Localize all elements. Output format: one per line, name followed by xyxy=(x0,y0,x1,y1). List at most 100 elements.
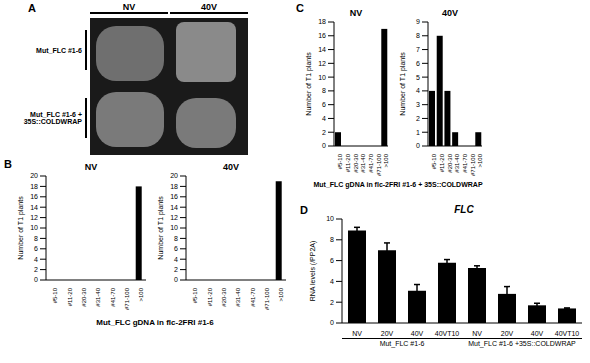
html-text:Mut_FLC gDNA in flc-2FRI #1-6: Mut_FLC gDNA in flc-2FRI #1-6 xyxy=(96,318,214,327)
svg-text:6: 6 xyxy=(34,245,38,252)
svg-text:#5-10: #5-10 xyxy=(192,287,198,303)
svg-text:Number of T1 plants: Number of T1 plants xyxy=(399,52,407,116)
svg-text:#20-30: #20-30 xyxy=(221,287,227,306)
svg-text:#31-40: #31-40 xyxy=(360,153,366,172)
svg-text:18: 18 xyxy=(318,18,326,25)
svg-text:#11-20: #11-20 xyxy=(439,153,445,172)
svg-text:2: 2 xyxy=(174,266,178,273)
svg-text:#71-100: #71-100 xyxy=(124,287,130,310)
svg-text:7: 7 xyxy=(416,46,420,53)
svg-text:8: 8 xyxy=(330,236,334,243)
svg-text:8: 8 xyxy=(322,87,326,94)
svg-text:8: 8 xyxy=(34,235,38,242)
svg-text:0: 0 xyxy=(174,276,178,283)
svg-text:4: 4 xyxy=(322,115,326,122)
svg-text:#71-100: #71-100 xyxy=(264,287,270,310)
svg-text:16: 16 xyxy=(30,193,38,200)
svg-text:NV: NV xyxy=(472,330,482,337)
svg-text:2: 2 xyxy=(330,299,334,306)
svg-text:#11-20: #11-20 xyxy=(67,287,73,306)
svg-text:9: 9 xyxy=(416,18,420,25)
svg-text:12: 12 xyxy=(30,214,38,221)
svg-text:#41-70: #41-70 xyxy=(462,153,468,172)
svg-text:40V: 40V xyxy=(531,330,544,337)
svg-text:4: 4 xyxy=(416,87,420,94)
svg-text:3: 3 xyxy=(416,101,420,108)
svg-text:#31-40: #31-40 xyxy=(95,287,101,306)
svg-text:14: 14 xyxy=(30,204,38,211)
svg-text:4: 4 xyxy=(34,256,38,263)
svg-text:6: 6 xyxy=(322,101,326,108)
svg-text:#31-40: #31-40 xyxy=(454,153,460,172)
svg-text:#71-100: #71-100 xyxy=(376,153,382,176)
svg-text:#11-20: #11-20 xyxy=(207,287,213,306)
svg-text:20V: 20V xyxy=(501,330,514,337)
svg-text:#5-10: #5-10 xyxy=(337,153,343,169)
svg-text:10: 10 xyxy=(318,74,326,81)
svg-text:20: 20 xyxy=(170,172,178,179)
svg-text:NV: NV xyxy=(352,330,362,337)
html-text:A: A xyxy=(28,2,36,14)
html-text:Mut_FLC #1-6: Mut_FLC #1-6 xyxy=(36,46,82,54)
svg-text:20V: 20V xyxy=(381,330,394,337)
svg-text:14: 14 xyxy=(170,204,178,211)
svg-text:>100: >100 xyxy=(138,287,144,301)
svg-text:#71-100: #71-100 xyxy=(470,153,476,176)
svg-text:4: 4 xyxy=(330,278,334,285)
svg-text:#20-30: #20-30 xyxy=(447,153,453,172)
svg-text:10: 10 xyxy=(30,224,38,231)
svg-text:#5-10: #5-10 xyxy=(52,287,58,303)
svg-text:0: 0 xyxy=(322,142,326,149)
svg-text:10: 10 xyxy=(326,215,334,222)
svg-text:8: 8 xyxy=(174,235,178,242)
html-text:40V: 40V xyxy=(442,8,458,18)
svg-text:18: 18 xyxy=(30,183,38,190)
svg-text:2: 2 xyxy=(416,115,420,122)
svg-text:0: 0 xyxy=(416,142,420,149)
svg-text:40VT10: 40VT10 xyxy=(555,330,580,337)
svg-text:6: 6 xyxy=(174,245,178,252)
svg-text:#5-10: #5-10 xyxy=(431,153,437,169)
svg-text:1: 1 xyxy=(416,129,420,136)
svg-text:0: 0 xyxy=(34,276,38,283)
svg-text:12: 12 xyxy=(318,60,326,67)
svg-text:18: 18 xyxy=(170,183,178,190)
svg-text:6: 6 xyxy=(330,257,334,264)
svg-text:Number of T1 plants: Number of T1 plants xyxy=(17,196,25,260)
svg-text:#41-70: #41-70 xyxy=(110,287,116,306)
svg-text:0: 0 xyxy=(330,319,334,326)
svg-text:>100: >100 xyxy=(383,153,389,167)
html-text:NV: NV xyxy=(349,8,363,18)
svg-text:5: 5 xyxy=(416,74,420,81)
svg-text:6: 6 xyxy=(416,60,420,67)
svg-text:2: 2 xyxy=(322,129,326,136)
svg-text:Number of T1 plants: Number of T1 plants xyxy=(305,52,313,116)
svg-text:40V: 40V xyxy=(411,330,424,337)
svg-text:16: 16 xyxy=(170,193,178,200)
svg-text:#41-70: #41-70 xyxy=(250,287,256,306)
svg-text:>100: >100 xyxy=(278,287,284,301)
svg-text:#20-30: #20-30 xyxy=(353,153,359,172)
html-text:40V: 40V xyxy=(223,162,239,172)
svg-text:12: 12 xyxy=(170,214,178,221)
svg-text:14: 14 xyxy=(318,46,326,53)
svg-text:8: 8 xyxy=(416,32,420,39)
svg-text:>100: >100 xyxy=(477,153,483,167)
svg-text:#41-70: #41-70 xyxy=(368,153,374,172)
svg-text:#11-20: #11-20 xyxy=(345,153,351,172)
html-text:NV: NV xyxy=(84,162,98,172)
html-text:FLC: FLC xyxy=(454,204,474,215)
svg-text:2: 2 xyxy=(34,266,38,273)
svg-text:20: 20 xyxy=(30,172,38,179)
svg-text:RNA levels (/PP2A): RNA levels (/PP2A) xyxy=(309,241,317,302)
svg-text:Number of T1 plants: Number of T1 plants xyxy=(157,196,165,260)
html-text:40V: 40V xyxy=(201,2,217,12)
html-text:NV: NV xyxy=(122,2,136,12)
svg-text:#31-40: #31-40 xyxy=(235,287,241,306)
html-text:Mut_FLC #1-6 + 35S::COLDWRAP: Mut_FLC #1-6 + 35S::COLDWRAP xyxy=(23,111,82,125)
svg-text:16: 16 xyxy=(318,32,326,39)
svg-text:4: 4 xyxy=(174,256,178,263)
svg-text:10: 10 xyxy=(170,224,178,231)
svg-text:40VT10: 40VT10 xyxy=(435,330,460,337)
svg-text:#20-30: #20-30 xyxy=(81,287,87,306)
